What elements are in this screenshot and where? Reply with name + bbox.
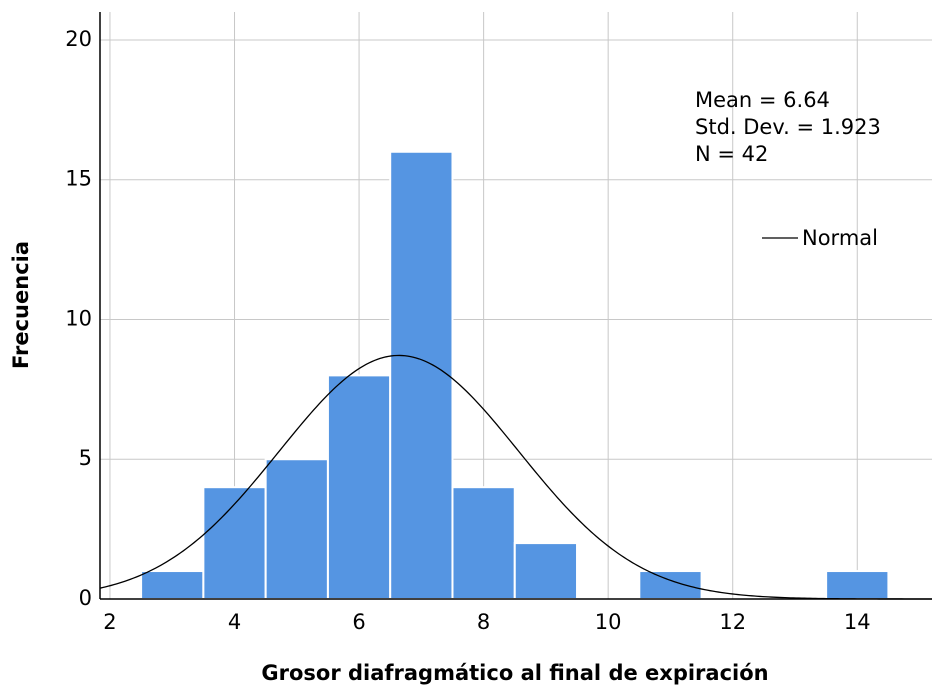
- y-tick-label: 5: [79, 446, 92, 470]
- bar: [513, 542, 579, 600]
- x-tick-label: 8: [477, 610, 490, 634]
- y-tick-label: 10: [65, 306, 92, 330]
- legend-label: Normal: [802, 226, 878, 250]
- x-tick-label: 4: [228, 610, 241, 634]
- x-axis-title: Grosor diafragmático al final de expirac…: [261, 661, 768, 685]
- stats-text: N = 42: [695, 142, 768, 166]
- bar: [202, 486, 267, 601]
- y-axis-title: Frecuencia: [9, 241, 33, 369]
- x-tick-label: 12: [719, 610, 746, 634]
- bar: [389, 150, 454, 600]
- x-tick-label: 2: [103, 610, 116, 634]
- bar: [451, 486, 516, 601]
- y-tick-label: 15: [65, 167, 92, 191]
- y-tick-label: 20: [65, 27, 92, 51]
- x-tick-label: 6: [352, 610, 365, 634]
- bar: [825, 570, 890, 600]
- bar: [264, 458, 329, 600]
- stats-text: Std. Dev. = 1.923: [695, 115, 881, 139]
- bar: [326, 374, 392, 600]
- x-tick-label: 10: [595, 610, 622, 634]
- bar: [140, 570, 205, 600]
- x-tick-label: 14: [844, 610, 871, 634]
- y-tick-label: 0: [79, 586, 92, 610]
- bar: [638, 570, 703, 600]
- stats-text: Mean = 6.64: [695, 88, 830, 112]
- normal-curve: [99, 354, 932, 600]
